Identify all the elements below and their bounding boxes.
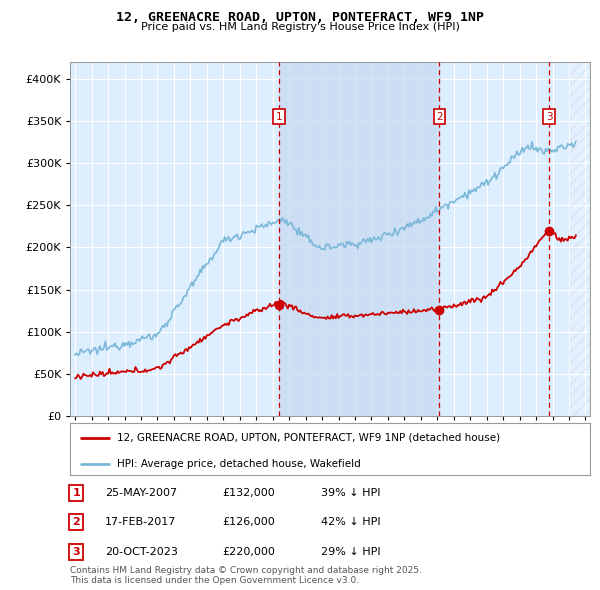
Text: 1: 1 xyxy=(73,488,80,497)
Text: 12, GREENACRE ROAD, UPTON, PONTEFRACT, WF9 1NP (detached house): 12, GREENACRE ROAD, UPTON, PONTEFRACT, W… xyxy=(117,432,500,442)
Text: 29% ↓ HPI: 29% ↓ HPI xyxy=(321,547,380,556)
Text: 2: 2 xyxy=(436,112,443,122)
Text: 39% ↓ HPI: 39% ↓ HPI xyxy=(321,488,380,497)
Text: 25-MAY-2007: 25-MAY-2007 xyxy=(105,488,177,497)
Text: £126,000: £126,000 xyxy=(222,517,275,527)
Text: 3: 3 xyxy=(546,112,553,122)
Text: 17-FEB-2017: 17-FEB-2017 xyxy=(105,517,176,527)
Bar xyxy=(279,62,439,416)
Text: 42% ↓ HPI: 42% ↓ HPI xyxy=(321,517,380,527)
Text: 3: 3 xyxy=(73,547,80,556)
Text: £132,000: £132,000 xyxy=(222,488,275,497)
Text: 1: 1 xyxy=(276,112,283,122)
Text: Contains HM Land Registry data © Crown copyright and database right 2025.
This d: Contains HM Land Registry data © Crown c… xyxy=(70,566,422,585)
Bar xyxy=(571,62,590,416)
Text: 2: 2 xyxy=(73,517,80,527)
Text: 20-OCT-2023: 20-OCT-2023 xyxy=(105,547,178,556)
Text: £220,000: £220,000 xyxy=(222,547,275,556)
Text: 12, GREENACRE ROAD, UPTON, PONTEFRACT, WF9 1NP: 12, GREENACRE ROAD, UPTON, PONTEFRACT, W… xyxy=(116,11,484,24)
Text: Price paid vs. HM Land Registry's House Price Index (HPI): Price paid vs. HM Land Registry's House … xyxy=(140,22,460,32)
Text: HPI: Average price, detached house, Wakefield: HPI: Average price, detached house, Wake… xyxy=(117,458,361,468)
